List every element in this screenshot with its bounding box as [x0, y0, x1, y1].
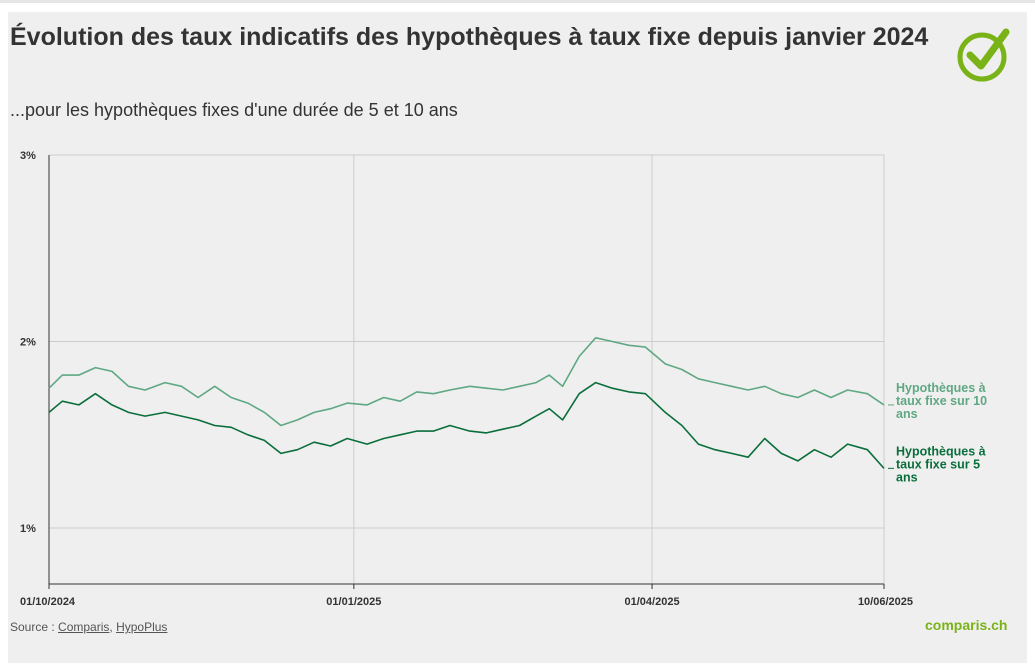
series-label: taux fixe sur 10: [896, 394, 987, 408]
series-label: ans: [896, 407, 918, 421]
source-separator: ,: [109, 620, 117, 634]
y-tick-label: 3%: [20, 150, 36, 162]
series-line-5y: [48, 381, 885, 469]
source-prefix: Source :: [10, 620, 59, 634]
series-label: taux fixe sur 5: [896, 457, 980, 471]
x-tick-label: 01/04/2025: [625, 596, 680, 608]
x-tick-label: 01/01/2025: [326, 596, 381, 608]
brand-logo[interactable]: comparis.ch: [925, 617, 1008, 633]
series-line-10y: [48, 337, 885, 427]
source-note: Source : Comparis, HypoPlus: [10, 620, 167, 634]
x-tick-label: 01/10/2024: [20, 596, 76, 608]
chart-title: Évolution des taux indicatifs des hypoth…: [10, 23, 929, 51]
source-link-hypoplus[interactable]: HypoPlus: [116, 620, 168, 634]
y-tick-label: 2%: [20, 337, 36, 349]
check-circle-icon: [957, 28, 1010, 82]
chart-card: [8, 12, 1027, 663]
series-label: Hypothèques à: [896, 381, 986, 395]
source-link-comparis[interactable]: Comparis: [58, 620, 110, 634]
series-label: ans: [896, 470, 918, 484]
chart-subtitle: ...pour les hypothèques fixes d'une duré…: [10, 100, 458, 120]
x-tick-label: 10/06/2025: [858, 596, 913, 608]
top-border: [0, 0, 1035, 3]
series-label: Hypothèques à: [896, 444, 986, 458]
y-tick-label: 1%: [20, 523, 36, 535]
